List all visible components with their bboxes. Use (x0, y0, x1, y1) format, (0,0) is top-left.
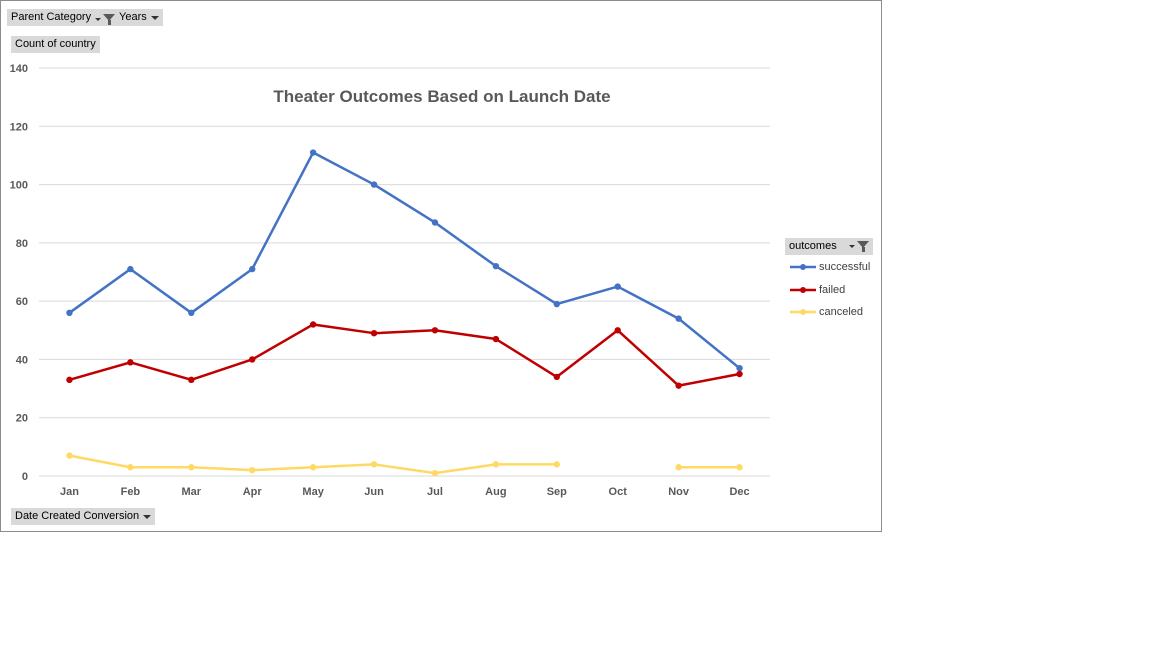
y-tick-label: 20 (16, 413, 28, 425)
parent-category-label: Parent Category (11, 11, 92, 23)
chart-title: Theater Outcomes Based on Launch Date (273, 87, 610, 106)
data-point-failed[interactable] (188, 376, 195, 384)
data-point-successful[interactable] (66, 309, 73, 316)
y-tick-label: 120 (10, 121, 28, 133)
data-point-failed[interactable] (675, 382, 682, 389)
x-tick-label: Jun (364, 486, 384, 498)
data-point-successful[interactable] (614, 283, 621, 290)
data-point-canceled[interactable] (431, 469, 439, 477)
x-tick-label: Nov (668, 486, 690, 498)
y-tick-label: 0 (22, 471, 28, 483)
series-failed (66, 321, 743, 389)
value-field-button[interactable]: Count of country (11, 36, 100, 53)
data-point-failed[interactable] (66, 376, 73, 384)
x-tick-label: Feb (121, 486, 141, 498)
data-point-canceled[interactable] (249, 466, 256, 474)
data-point-failed[interactable] (249, 356, 256, 363)
data-point-successful[interactable] (188, 309, 195, 316)
x-tick-label: Sep (547, 486, 567, 498)
axis-field-label: Date Created Conversion (15, 510, 140, 522)
x-axis-labels: Jan Feb Mar Apr May Jun Jul Aug Sep Oct Nov Dec (60, 486, 750, 498)
data-point-canceled[interactable] (370, 461, 378, 468)
series-line-canceled (69, 454, 740, 475)
data-point-failed[interactable] (614, 327, 621, 334)
years-filter-button[interactable]: Years (115, 9, 163, 26)
value-field-label: Count of country (15, 38, 96, 50)
line-chart: Theater Outcomes Based on Launch Date 0 2… (10, 63, 770, 498)
data-point-failed[interactable] (370, 330, 378, 337)
legend-item-canceled[interactable]: canceled (789, 305, 863, 319)
filter-funnel-icon (103, 14, 116, 25)
dropdown-arrow-icon (849, 245, 855, 248)
data-point-failed[interactable] (492, 335, 500, 343)
x-tick-label: Aug (485, 486, 506, 498)
data-point-successful[interactable] (309, 149, 317, 156)
data-point-canceled[interactable] (492, 461, 500, 468)
parent-category-filter-button[interactable]: Parent Category (7, 9, 120, 26)
y-tick-label: 80 (16, 238, 28, 250)
x-tick-label: Oct (609, 486, 628, 498)
x-tick-label: Jul (427, 486, 443, 498)
data-point-failed[interactable] (309, 321, 317, 328)
data-point-canceled[interactable] (309, 464, 317, 471)
data-point-canceled[interactable] (188, 464, 195, 471)
dropdown-arrow-icon (95, 18, 102, 21)
series-canceled (66, 452, 743, 477)
y-tick-label: 60 (16, 296, 28, 308)
data-point-successful[interactable] (370, 181, 378, 188)
data-point-canceled[interactable] (66, 452, 73, 459)
y-axis-labels: 0 20 40 60 80 100 120 140 (10, 63, 28, 483)
data-point-canceled[interactable] (736, 464, 743, 471)
data-point-successful[interactable] (492, 262, 500, 270)
legend-marker-canceled (790, 309, 816, 315)
data-point-canceled[interactable] (553, 461, 560, 468)
data-point-successful[interactable] (553, 300, 560, 308)
data-point-successful[interactable] (127, 265, 134, 273)
years-label: Years (119, 11, 147, 23)
x-tick-label: May (302, 486, 324, 498)
legend-label-canceled: canceled (819, 306, 864, 318)
series-line-failed (69, 323, 740, 387)
legend-marker-successful (790, 264, 816, 270)
pivot-chart-frame[interactable]: Parent Category Years Count of country T… (0, 0, 882, 532)
data-point-failed[interactable] (431, 327, 439, 334)
data-point-successful[interactable] (249, 265, 256, 273)
series-successful (66, 149, 743, 372)
x-tick-label: Apr (243, 486, 263, 498)
legend-field-label: outcomes (789, 240, 837, 252)
data-point-canceled[interactable] (127, 464, 134, 471)
legend-item-successful[interactable]: successful (789, 260, 870, 274)
legend-field-button[interactable]: outcomes (785, 238, 873, 255)
data-point-successful[interactable] (431, 219, 439, 226)
legend-label-successful: successful (819, 261, 871, 273)
x-tick-label: Jan (60, 486, 79, 498)
gridlines (39, 67, 770, 477)
data-point-canceled[interactable] (675, 464, 682, 471)
axis-field-button[interactable]: Date Created Conversion (11, 508, 156, 525)
data-point-successful[interactable] (736, 364, 743, 372)
y-tick-label: 40 (16, 354, 28, 366)
legend-marker-failed (790, 287, 816, 293)
y-tick-label: 140 (10, 63, 28, 75)
data-point-failed[interactable] (736, 370, 743, 378)
data-point-failed[interactable] (127, 359, 134, 366)
series-line-successful (68, 151, 741, 370)
data-point-failed[interactable] (553, 373, 560, 381)
data-point-successful[interactable] (675, 315, 682, 322)
x-tick-label: Dec (729, 486, 749, 498)
filter-funnel-icon (857, 241, 869, 252)
dropdown-arrow-icon (150, 15, 159, 20)
dropdown-arrow-icon (143, 514, 152, 519)
series-lines (66, 149, 743, 477)
y-tick-label: 100 (10, 180, 28, 192)
legend-label-failed: failed (819, 284, 846, 296)
x-tick-label: Mar (182, 486, 202, 498)
legend-item-failed[interactable]: failed (789, 283, 845, 297)
